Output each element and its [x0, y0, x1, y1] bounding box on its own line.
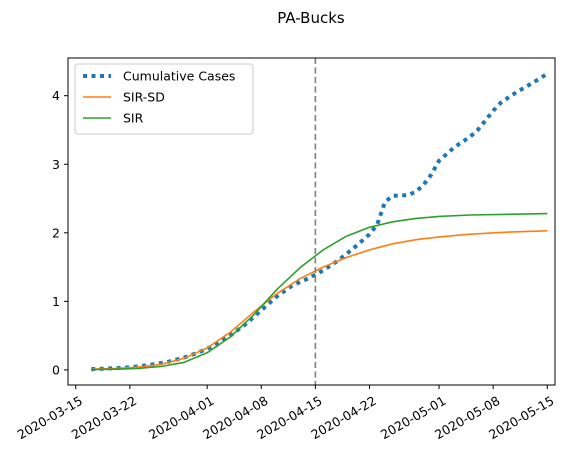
chart-title: PA-Bucks — [277, 9, 345, 27]
y-tick-label: 2 — [52, 225, 60, 240]
y-tick-label: 3 — [52, 157, 60, 172]
series-layer — [91, 72, 549, 372]
series-line-sir-sd — [91, 230, 548, 370]
legend-label-cumulative-cases: Cumulative Cases — [123, 69, 235, 84]
legend-box — [74, 63, 254, 135]
y-axis: 0 1 2 3 4 — [52, 88, 68, 377]
y-tick-label: 1 — [52, 294, 60, 309]
y-tick-label: 0 — [52, 362, 60, 377]
legend-label-sir-sd: SIR-SD — [123, 90, 165, 105]
axes-frame — [67, 57, 556, 386]
series-line-sir — [91, 212, 548, 371]
legend: Cumulative Cases SIR-SD SIR — [74, 63, 254, 135]
y-tick-label: 4 — [52, 88, 60, 103]
legend-label-sir: SIR — [123, 111, 144, 126]
